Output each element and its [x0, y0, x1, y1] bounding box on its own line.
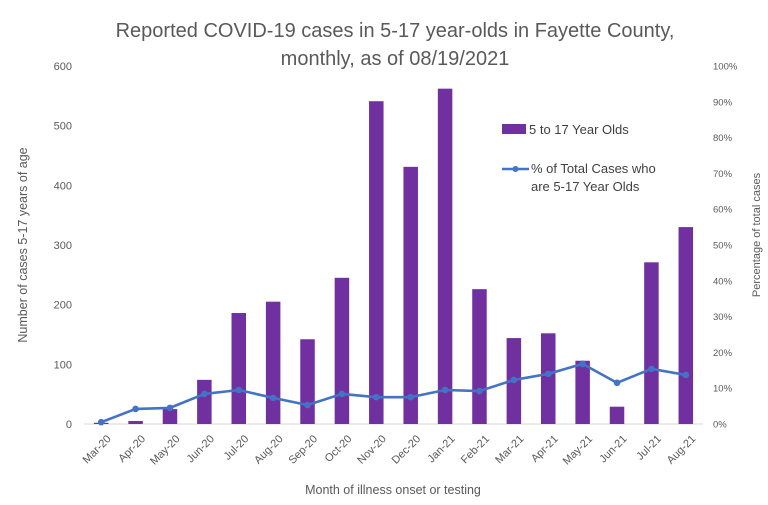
line-point: [648, 365, 655, 373]
bar: [334, 277, 350, 424]
bar: [265, 301, 281, 424]
y2-tick-label: 80%: [713, 133, 733, 144]
chart-title: Reported COVID-19 cases in 5-17 year-old…: [116, 20, 675, 70]
bar: [575, 360, 590, 424]
line-point: [407, 393, 414, 401]
line-point: [201, 390, 208, 398]
bar: [162, 409, 178, 424]
x-tick-label: Mar-21: [493, 433, 526, 466]
legend: 5 to 17 Year Olds % of Total Cases who a…: [502, 122, 656, 194]
y2-tick-label: 40%: [713, 276, 733, 287]
bar: [541, 333, 556, 424]
line-point: [544, 370, 552, 378]
x-tick-label: Dec-20: [390, 433, 424, 467]
line-point: [166, 404, 174, 412]
x-tick-label: Jul-20: [222, 433, 252, 463]
bar: [128, 421, 143, 424]
bar: [609, 406, 625, 424]
bar: [403, 166, 418, 424]
line-point: [476, 387, 483, 395]
y-tick-label: 500: [54, 121, 72, 133]
chart-title-line-2: monthly, as of 08/19/2021: [281, 48, 510, 70]
x-tick-label: Apr-21: [529, 433, 561, 465]
bar-series: [93, 88, 694, 424]
x-tick-label: Sep-20: [287, 433, 321, 467]
line-point: [682, 371, 690, 379]
x-tick-label: Jan-21: [425, 433, 457, 465]
bar: [197, 379, 212, 424]
line-point: [269, 394, 277, 402]
y-axis-right-ticks: 0% 10% 20% 30% 40% 50% 60% 70% 80% 90% 100%: [713, 62, 738, 431]
x-tick-label: Oct-20: [323, 433, 355, 465]
x-tick-label: Aug-21: [665, 433, 699, 467]
bar: [472, 289, 487, 424]
bar: [437, 88, 453, 424]
x-tick-label: Jul-21: [634, 433, 664, 463]
x-axis-label: Month of illness onset or testing: [305, 483, 481, 497]
line-series: [97, 360, 690, 426]
line-point: [579, 360, 586, 368]
legend-bar-swatch: [502, 124, 526, 134]
y-tick-label: 400: [54, 180, 72, 192]
line-point: [235, 386, 243, 394]
legend-bar-label: 5 to 17 Year Olds: [529, 122, 629, 137]
x-tick-label: Aug-20: [252, 433, 286, 467]
x-tick-label: May-21: [561, 433, 595, 467]
y-axis-right-label: Percentage of total cases: [751, 172, 763, 297]
bar: [678, 227, 694, 424]
y2-tick-label: 30%: [713, 312, 733, 323]
bar: [300, 339, 315, 424]
bar: [231, 313, 246, 424]
line-point: [441, 386, 449, 394]
line-point: [132, 405, 139, 413]
x-tick-label: Nov-20: [355, 433, 389, 467]
y-axis-left-label: Number of cases 5-17 years of age: [16, 147, 30, 342]
line-path: [100, 362, 687, 424]
line-point: [338, 390, 346, 398]
y-tick-label: 200: [54, 300, 72, 312]
y-tick-label: 0: [66, 419, 72, 431]
chart-title-line-1: Reported COVID-19 cases in 5-17 year-old…: [116, 20, 675, 42]
y2-tick-label: 20%: [713, 348, 733, 359]
line-point: [97, 418, 105, 426]
legend-line-marker: [512, 166, 519, 172]
x-tick-label: Feb-21: [459, 433, 492, 466]
legend-line-label-1: % of Total Cases who: [531, 161, 656, 176]
y-tick-label: 300: [54, 240, 72, 252]
y2-tick-label: 100%: [713, 62, 738, 73]
x-tick-label: May-20: [148, 433, 182, 467]
x-axis-ticks: Mar-20 Apr-20 May-20 Jun-20 Jul-20 Aug-20 Sep-…: [81, 433, 699, 467]
line-point: [510, 376, 518, 384]
y-axis-left-ticks: 0 100 200 300 400 500 600: [54, 61, 72, 431]
line-point: [373, 393, 380, 401]
y-tick-label: 100: [54, 359, 72, 371]
line-point: [613, 379, 621, 387]
y2-tick-label: 60%: [713, 205, 733, 216]
bar: [644, 262, 659, 424]
x-tick-label: Jun-21: [597, 433, 629, 465]
bar: [369, 101, 384, 424]
x-tick-label: Jun-20: [185, 433, 217, 465]
x-tick-label: Apr-20: [116, 433, 148, 465]
line-point: [304, 401, 311, 409]
y2-tick-label: 70%: [713, 169, 733, 180]
legend-line-label-2: are 5-17 Year Olds: [531, 179, 640, 194]
y2-tick-label: 10%: [713, 384, 733, 395]
y2-tick-label: 90%: [713, 97, 733, 108]
x-tick-label: Mar-20: [81, 433, 114, 466]
y2-tick-label: 0%: [713, 420, 727, 431]
y-tick-label: 600: [54, 61, 72, 73]
y2-tick-label: 50%: [713, 241, 733, 252]
